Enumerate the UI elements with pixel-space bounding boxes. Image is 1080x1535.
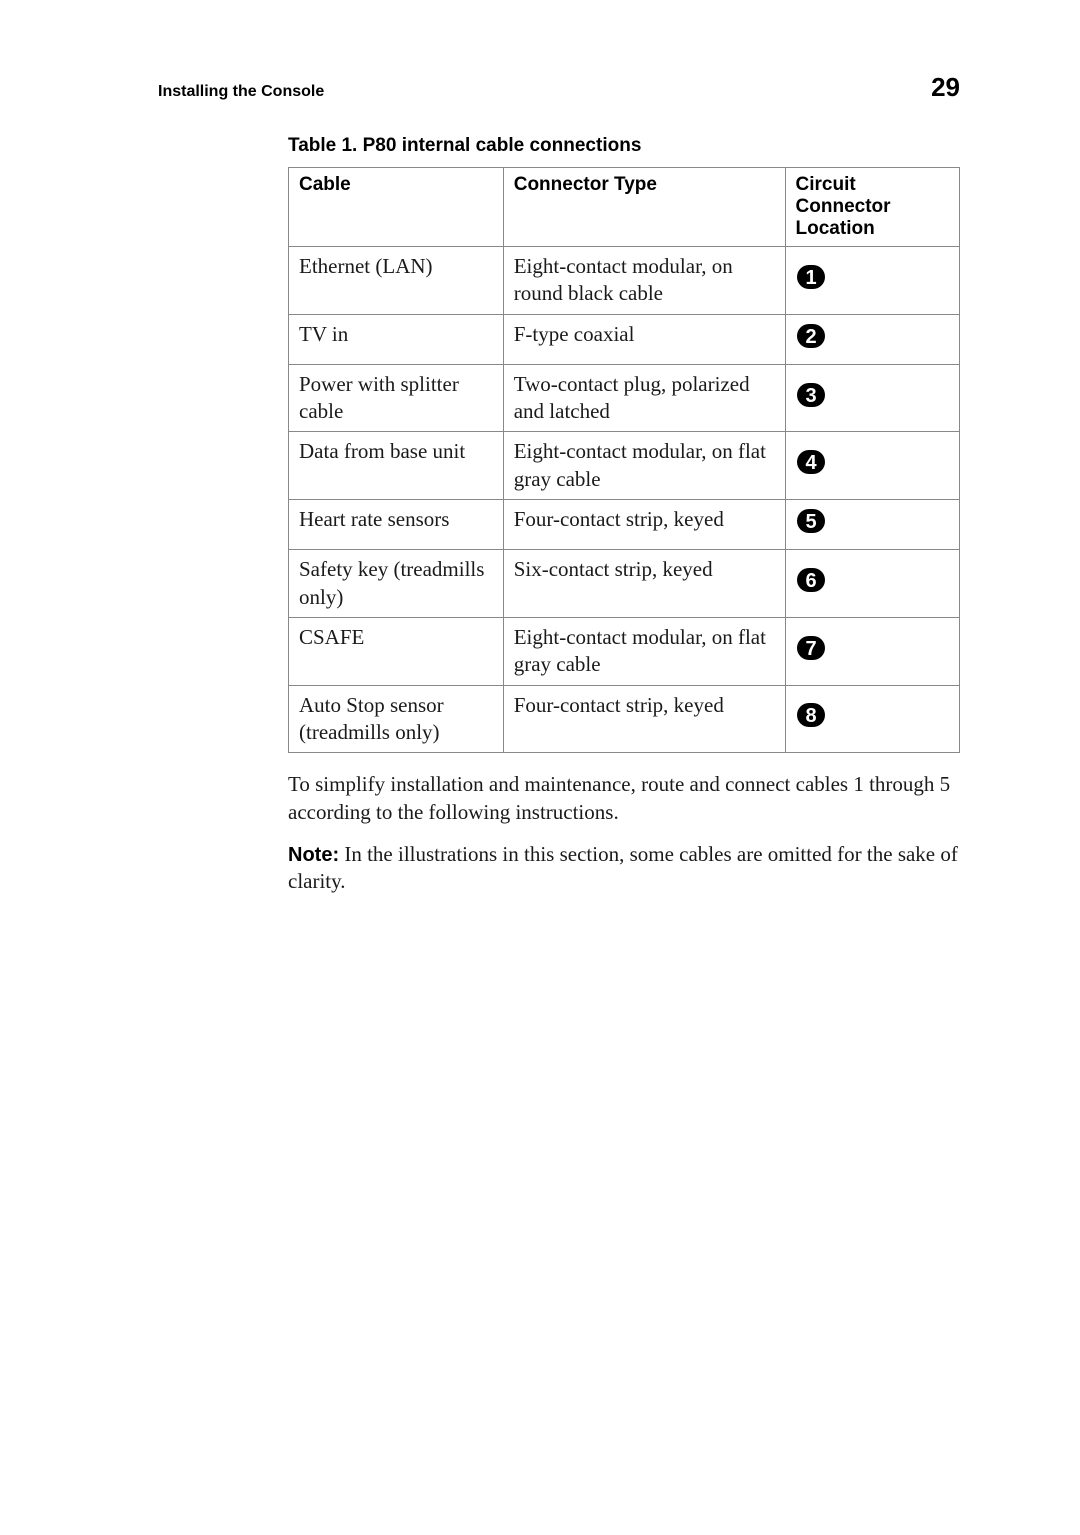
cell-cable: CSAFE — [289, 617, 504, 685]
table-caption: Table 1. P80 internal cable connections — [288, 135, 960, 157]
cell-connector: Eight-contact modular, on flat gray cabl… — [503, 432, 785, 500]
location-badge-icon: 5 — [796, 506, 826, 536]
note-paragraph: Note: In the illustrations in this secti… — [288, 841, 960, 896]
cable-connections-table: Cable Connector Type Circuit Connector L… — [288, 167, 960, 753]
section-title: Installing the Console — [158, 83, 324, 101]
cell-cable: TV in — [289, 314, 504, 364]
note-text: In the illustrations in this section, so… — [288, 842, 958, 894]
cell-location: 5 — [785, 500, 959, 550]
page-header: Installing the Console 29 — [158, 72, 960, 103]
cell-cable: Data from base unit — [289, 432, 504, 500]
table-row: Data from base unitEight-contact modular… — [289, 432, 960, 500]
table-row: Power with splitter cableTwo-contact plu… — [289, 364, 960, 432]
location-badge-icon: 4 — [796, 447, 826, 477]
page-number: 29 — [931, 72, 960, 103]
note-label: Note: — [288, 844, 339, 866]
cell-connector: F-type coaxial — [503, 314, 785, 364]
table-caption-title: P80 internal cable connections — [363, 135, 642, 156]
col-header-location: Circuit Connector Location — [785, 168, 959, 247]
table-row: Heart rate sensorsFour-contact strip, ke… — [289, 500, 960, 550]
svg-text:7: 7 — [805, 638, 816, 660]
cell-connector: Eight-contact modular, on round black ca… — [503, 247, 785, 315]
table-header-row: Cable Connector Type Circuit Connector L… — [289, 168, 960, 247]
svg-text:1: 1 — [805, 267, 816, 289]
cell-location: 2 — [785, 314, 959, 364]
location-badge-icon: 1 — [796, 262, 826, 292]
svg-text:4: 4 — [805, 452, 817, 474]
paragraph-1: To simplify installation and maintenance… — [288, 771, 960, 826]
col-header-cable: Cable — [289, 168, 504, 247]
svg-text:6: 6 — [805, 570, 816, 592]
cell-connector: Four-contact strip, keyed — [503, 500, 785, 550]
cell-location: 8 — [785, 685, 959, 753]
svg-text:5: 5 — [805, 511, 816, 533]
location-badge-icon: 6 — [796, 565, 826, 595]
table-row: Auto Stop sensor (treadmills only)Four-c… — [289, 685, 960, 753]
cell-connector: Eight-contact modular, on flat gray cabl… — [503, 617, 785, 685]
body-text: To simplify installation and maintenance… — [288, 771, 960, 896]
svg-text:3: 3 — [805, 385, 816, 407]
cell-connector: Four-contact strip, keyed — [503, 685, 785, 753]
cell-cable: Heart rate sensors — [289, 500, 504, 550]
table-row: CSAFEEight-contact modular, on flat gray… — [289, 617, 960, 685]
col-header-connector: Connector Type — [503, 168, 785, 247]
table-row: Ethernet (LAN)Eight-contact modular, on … — [289, 247, 960, 315]
cell-cable: Power with splitter cable — [289, 364, 504, 432]
cell-location: 4 — [785, 432, 959, 500]
cell-connector: Two-contact plug, polarized and latched — [503, 364, 785, 432]
cell-cable: Ethernet (LAN) — [289, 247, 504, 315]
location-badge-icon: 2 — [796, 321, 826, 351]
cell-cable: Safety key (treadmills only) — [289, 550, 504, 618]
location-badge-icon: 3 — [796, 380, 826, 410]
cell-location: 1 — [785, 247, 959, 315]
cell-location: 3 — [785, 364, 959, 432]
table-caption-prefix: Table 1. — [288, 135, 363, 156]
cell-connector: Six-contact strip, keyed — [503, 550, 785, 618]
svg-text:2: 2 — [805, 326, 816, 348]
cell-location: 6 — [785, 550, 959, 618]
svg-text:8: 8 — [805, 705, 816, 727]
location-badge-icon: 7 — [796, 633, 826, 663]
cell-cable: Auto Stop sensor (treadmills only) — [289, 685, 504, 753]
table-row: TV inF-type coaxial 2 — [289, 314, 960, 364]
location-badge-icon: 8 — [796, 700, 826, 730]
cell-location: 7 — [785, 617, 959, 685]
table-row: Safety key (treadmills only)Six-contact … — [289, 550, 960, 618]
